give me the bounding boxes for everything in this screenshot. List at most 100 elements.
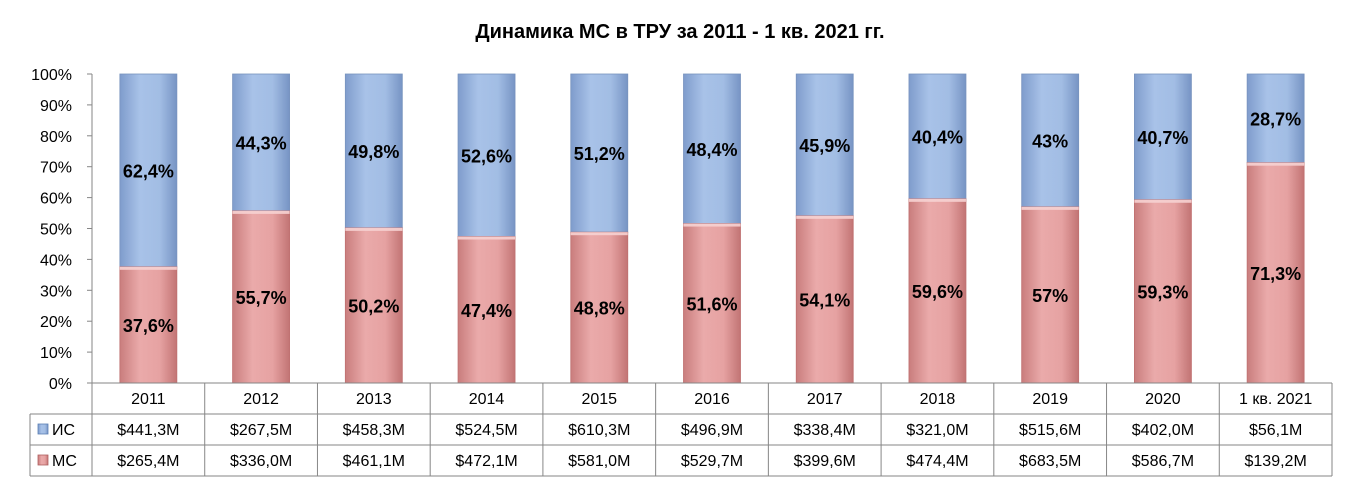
bar-label-is: 51,2% bbox=[574, 144, 625, 164]
bar-label-ms: 37,6% bbox=[123, 316, 174, 336]
bar-label-ms: 71,3% bbox=[1250, 264, 1301, 284]
x-tick-label: 2019 bbox=[1032, 391, 1068, 408]
bar-is bbox=[570, 73, 629, 233]
table-value: $321,0M bbox=[906, 422, 968, 439]
y-tick-label: 0% bbox=[49, 376, 72, 393]
bar-is bbox=[457, 73, 516, 237]
table-value: $472,1M bbox=[455, 453, 517, 470]
table-value: $139,2M bbox=[1245, 453, 1307, 470]
table-value: $458,3M bbox=[343, 422, 405, 439]
bar-label-is: 45,9% bbox=[799, 136, 850, 156]
bar-ms bbox=[683, 223, 741, 384]
x-tick-label: 2016 bbox=[694, 391, 730, 408]
x-tick-label: 2015 bbox=[581, 391, 617, 408]
bar-label-is: 40,7% bbox=[1137, 128, 1188, 148]
bar-ms bbox=[457, 236, 516, 384]
x-tick-label: 2018 bbox=[920, 391, 956, 408]
x-tick-label: 2017 bbox=[807, 391, 843, 408]
bar-label-ms: 54,1% bbox=[799, 290, 850, 310]
bar-label-is: 49,8% bbox=[348, 142, 399, 162]
x-tick-label: 2020 bbox=[1145, 391, 1181, 408]
bar-label-is: 48,4% bbox=[686, 140, 737, 160]
legend-key bbox=[37, 423, 49, 435]
bar-ms-highlight bbox=[345, 227, 403, 231]
bar-label-is: 40,4% bbox=[912, 127, 963, 147]
bar-ms-highlight bbox=[1021, 206, 1079, 210]
bar-ms-highlight bbox=[1134, 199, 1192, 203]
y-tick-label: 30% bbox=[40, 283, 72, 300]
bar-ms-highlight bbox=[1247, 162, 1305, 166]
table-value: $336,0M bbox=[230, 453, 292, 470]
table-value: $581,0M bbox=[568, 453, 630, 470]
bar-label-is: 44,3% bbox=[236, 133, 287, 153]
bar-ms-highlight bbox=[570, 232, 628, 236]
bar-label-ms: 50,2% bbox=[348, 296, 399, 316]
y-tick-label: 40% bbox=[40, 252, 72, 269]
table-value: $683,5M bbox=[1019, 453, 1081, 470]
y-tick-label: 60% bbox=[40, 191, 72, 208]
table-value: $461,1M bbox=[343, 453, 405, 470]
bars bbox=[119, 73, 1305, 384]
bar-ms-highlight bbox=[119, 266, 177, 270]
legend-label: МС bbox=[52, 453, 77, 470]
bar-label-ms: 59,6% bbox=[912, 282, 963, 302]
bar-ms bbox=[908, 198, 967, 384]
table-value: $524,5M bbox=[455, 422, 517, 439]
y-axis: 0% 10% 20% 30% 40% 50% 60% 70% 80% 90% 100% bbox=[31, 67, 93, 393]
bar-is bbox=[119, 73, 178, 268]
x-tick-label: 1 кв. 2021 bbox=[1239, 391, 1312, 408]
bar-ms bbox=[570, 231, 629, 384]
table-value: $515,6M bbox=[1019, 422, 1081, 439]
table-value: $399,6M bbox=[794, 453, 856, 470]
y-tick-label: 90% bbox=[40, 98, 72, 115]
bar-is bbox=[1134, 73, 1192, 201]
table-value: $586,7M bbox=[1132, 453, 1194, 470]
bar-labels: 62,4% 37,6% 44,3% 55,7% 49,8% 50,2% 52,6% 47,4%… bbox=[123, 109, 1301, 336]
y-tick-label: 10% bbox=[40, 345, 72, 362]
y-tick-label: 50% bbox=[40, 222, 72, 239]
bar-ms-highlight bbox=[232, 210, 290, 214]
bar-is bbox=[683, 73, 741, 224]
bar-ms bbox=[119, 266, 178, 384]
bar-ms bbox=[795, 215, 854, 384]
bar-ms bbox=[1134, 199, 1192, 384]
bar-ms bbox=[1246, 162, 1305, 384]
table-value: $265,4M bbox=[117, 453, 179, 470]
bar-label-ms: 55,7% bbox=[236, 288, 287, 308]
y-tick-label: 70% bbox=[40, 160, 72, 177]
x-tick-label: 2011 bbox=[131, 391, 166, 408]
bar-is bbox=[232, 73, 290, 212]
y-tick-label: 100% bbox=[31, 67, 72, 84]
bar-label-is: 43% bbox=[1032, 131, 1068, 151]
table-value: $267,5M bbox=[230, 422, 292, 439]
bar-ms-highlight bbox=[458, 236, 516, 240]
bar-ms-highlight bbox=[683, 223, 741, 227]
data-table: 2011 2012 2013 2014 2015 2016 2017 2018 2019 2020… bbox=[29, 382, 1333, 477]
y-tick-label: 20% bbox=[40, 314, 72, 331]
bar-label-ms: 48,8% bbox=[574, 299, 625, 319]
bar-ms-highlight bbox=[796, 215, 854, 219]
chart-title: Динамика МС в ТРУ за 2011 - 1 кв. 2021 г… bbox=[475, 21, 884, 43]
x-tick-label: 2012 bbox=[243, 391, 279, 408]
bar-label-is: 62,4% bbox=[123, 161, 174, 181]
x-tick-label: 2014 bbox=[469, 391, 505, 408]
table-value: $610,3M bbox=[568, 422, 630, 439]
table-value: $56,1M bbox=[1249, 422, 1302, 439]
bar-label-ms: 59,3% bbox=[1137, 282, 1188, 302]
bar-is bbox=[344, 73, 403, 229]
table-value: $529,7M bbox=[681, 453, 743, 470]
table-value: $402,0M bbox=[1132, 422, 1194, 439]
table-value: $496,9M bbox=[681, 422, 743, 439]
bar-label-ms: 51,6% bbox=[686, 294, 737, 314]
bar-label-ms: 47,4% bbox=[461, 301, 512, 321]
table-value: $474,4M bbox=[906, 453, 968, 470]
bar-ms-highlight bbox=[908, 198, 966, 202]
legend-label: ИС bbox=[52, 422, 75, 439]
table-value: $338,4M bbox=[794, 422, 856, 439]
y-tick-label: 80% bbox=[40, 129, 72, 146]
table-value: $441,3M bbox=[117, 422, 179, 439]
bar-label-is: 28,7% bbox=[1250, 109, 1301, 129]
bar-ms bbox=[1021, 206, 1080, 384]
